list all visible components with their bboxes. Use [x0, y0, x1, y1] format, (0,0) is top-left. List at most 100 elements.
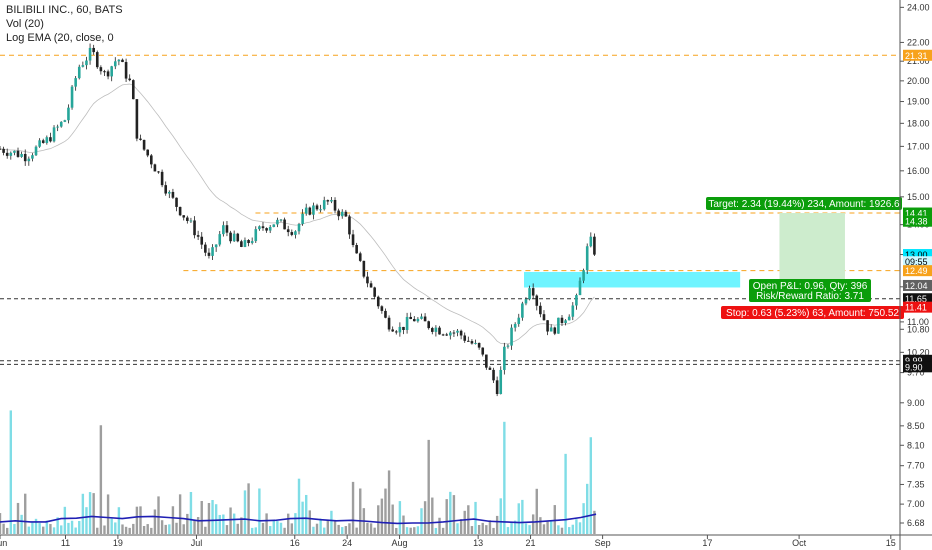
candle-body	[557, 317, 560, 334]
candle-body	[423, 316, 427, 322]
volume-bar	[355, 527, 358, 534]
time-axis[interactable]: Jun 11 19 Jul 16 24 Aug 13 21 Sep 17 Oct 15	[0, 534, 932, 548]
volume-bar	[449, 491, 452, 534]
volume-bar	[348, 523, 351, 534]
candle-body	[467, 340, 470, 342]
volume-bar	[463, 510, 466, 534]
volume-bar	[164, 524, 167, 534]
candle-body	[319, 209, 322, 211]
volume-bar	[290, 523, 294, 534]
volume-bar	[49, 524, 52, 534]
candle-body	[222, 225, 225, 235]
volume-indicator-label[interactable]: Vol (20)	[6, 18, 44, 30]
volume-bar	[575, 519, 578, 534]
candle-body	[315, 205, 319, 210]
price-tag-label: 9.99	[905, 356, 923, 366]
candle-body	[553, 327, 557, 334]
ema-indicator-label[interactable]: Log EMA (20, close, 0	[6, 32, 114, 44]
volume-bar	[586, 483, 589, 534]
volume-bar	[0, 513, 2, 534]
candle-body	[524, 299, 528, 304]
volume-bar	[488, 520, 492, 534]
candle-body	[337, 210, 340, 217]
candle-body	[49, 137, 52, 142]
candle-body	[445, 334, 449, 336]
candle-body	[510, 327, 513, 346]
volume-bar	[31, 521, 34, 534]
stop-label-bg	[721, 306, 904, 319]
candle-body	[380, 306, 384, 311]
volume-bar	[531, 514, 535, 534]
volume-bar	[470, 526, 474, 534]
candle-body	[142, 139, 146, 150]
volume-bar	[373, 527, 376, 534]
price-tag-label: 21.31	[905, 51, 928, 61]
volume-ma-path	[0, 513, 597, 525]
x-tick-label: 19	[113, 538, 123, 548]
volume-bar	[106, 494, 110, 534]
candle-body	[85, 60, 88, 66]
volume-bar	[250, 527, 254, 534]
volume-bar	[67, 522, 70, 534]
volume-bar	[330, 510, 333, 534]
volume-bar	[150, 527, 153, 534]
volume-bar	[132, 523, 135, 534]
candle-body	[128, 78, 131, 81]
candle-body	[81, 65, 85, 67]
x-tick-label: 15	[886, 538, 896, 548]
candle-body	[164, 185, 168, 194]
symbol-title[interactable]: BILIBILI INC., 60, BATS	[6, 4, 123, 16]
x-tick-label: 11	[61, 538, 70, 548]
volume-bar	[510, 522, 513, 534]
candle-body	[521, 303, 524, 318]
volume-bar	[506, 527, 510, 534]
candle-body	[373, 287, 376, 297]
candle-body	[528, 288, 531, 300]
stop-label: Stop: 0.63 (5.23%) 63, Amount: 750.52	[721, 306, 904, 319]
volume-bar	[218, 514, 221, 534]
candle-body	[131, 80, 135, 100]
candle-body	[431, 328, 434, 332]
price-axis[interactable]: 24.00 22.00 21.00 20.00 19.00 18.00 17.00 16.00…	[899, 0, 932, 550]
candle-body	[351, 234, 355, 246]
candle-body	[376, 296, 380, 307]
volume-bar	[225, 525, 229, 534]
candle-body	[391, 329, 394, 332]
target-label-bg	[706, 197, 902, 210]
candle-body	[517, 317, 521, 325]
volume-bar	[492, 527, 495, 534]
y-tick-label: 11.00	[907, 317, 929, 327]
candle-body	[578, 280, 582, 296]
volume-bar	[499, 498, 502, 534]
volume-bar	[452, 495, 456, 534]
volume-bar	[333, 521, 337, 534]
volume-bar	[63, 506, 67, 534]
candle-body	[34, 146, 38, 156]
candle-body	[499, 369, 503, 395]
price-tag-label: 9.90	[905, 362, 923, 372]
volume-bar	[81, 493, 85, 534]
candle-body	[2, 148, 5, 153]
candle-body	[488, 367, 492, 370]
volume-bar	[312, 526, 315, 534]
volume-bar	[319, 518, 322, 534]
volume-bar	[74, 527, 77, 534]
volume-bar	[200, 500, 203, 534]
candle-body	[41, 140, 45, 143]
candle-body	[503, 346, 506, 370]
volume-bar	[146, 524, 149, 534]
volume-bar	[236, 523, 239, 534]
candlesticks	[0, 43, 596, 397]
candle-body	[146, 149, 150, 156]
volume-bar	[438, 517, 441, 534]
candle-body	[268, 226, 272, 231]
x-tick-label: Sep	[595, 538, 611, 548]
y-tick-label: 7.70	[907, 461, 925, 471]
candle-body	[276, 219, 279, 225]
volume-bar	[78, 521, 81, 534]
candle-body	[153, 164, 157, 172]
candle-body	[23, 153, 27, 162]
candle-body	[427, 321, 430, 329]
candle-body	[330, 199, 333, 202]
